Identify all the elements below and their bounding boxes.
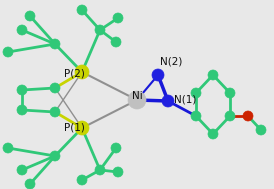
Circle shape bbox=[111, 37, 121, 47]
Circle shape bbox=[25, 11, 35, 21]
Circle shape bbox=[243, 111, 253, 121]
Circle shape bbox=[128, 91, 146, 109]
Circle shape bbox=[113, 167, 123, 177]
Circle shape bbox=[113, 13, 123, 23]
Text: N(1): N(1) bbox=[174, 95, 196, 105]
Circle shape bbox=[95, 165, 105, 175]
Circle shape bbox=[77, 5, 87, 15]
Circle shape bbox=[152, 69, 164, 81]
Circle shape bbox=[191, 88, 201, 98]
Text: P(1): P(1) bbox=[64, 123, 85, 133]
Circle shape bbox=[25, 179, 35, 189]
Circle shape bbox=[77, 175, 87, 185]
Circle shape bbox=[17, 25, 27, 35]
Circle shape bbox=[75, 65, 89, 79]
Circle shape bbox=[208, 129, 218, 139]
Circle shape bbox=[208, 70, 218, 80]
Circle shape bbox=[75, 121, 89, 135]
Circle shape bbox=[50, 39, 60, 49]
Circle shape bbox=[3, 47, 13, 57]
Text: P(2): P(2) bbox=[64, 69, 85, 79]
Circle shape bbox=[50, 151, 60, 161]
Circle shape bbox=[256, 125, 266, 135]
Text: Ni: Ni bbox=[132, 91, 142, 101]
Circle shape bbox=[191, 111, 201, 121]
Circle shape bbox=[111, 143, 121, 153]
Circle shape bbox=[95, 25, 105, 35]
Circle shape bbox=[3, 143, 13, 153]
Circle shape bbox=[17, 85, 27, 95]
Circle shape bbox=[17, 165, 27, 175]
Circle shape bbox=[17, 105, 27, 115]
Circle shape bbox=[162, 95, 174, 107]
Circle shape bbox=[50, 83, 60, 93]
Circle shape bbox=[225, 88, 235, 98]
Circle shape bbox=[225, 111, 235, 121]
Text: N(2): N(2) bbox=[160, 57, 182, 67]
Circle shape bbox=[50, 107, 60, 117]
